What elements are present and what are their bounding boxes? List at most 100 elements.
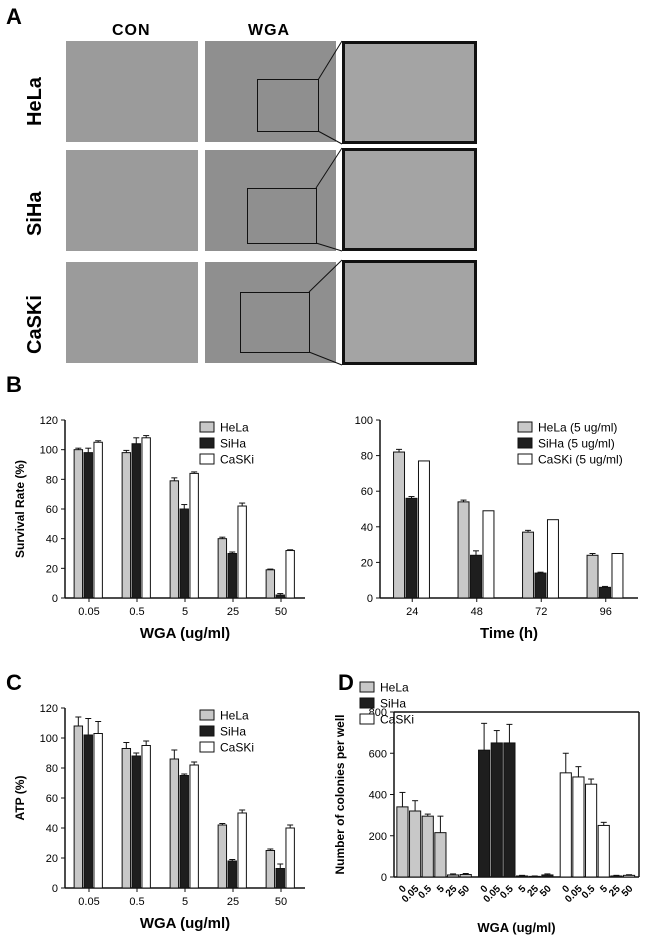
micrograph-siha-wga [205,150,336,251]
legend-label: CaSKi [220,453,254,467]
bar [434,832,447,878]
x-tick-label: 0.05 [78,896,99,908]
y-tick-label: 60 [46,504,58,516]
bar [522,531,535,599]
bar [459,874,472,878]
bar [599,586,611,599]
bar [393,451,406,599]
x-tick-label: 50 [275,606,287,618]
bar [597,824,610,878]
x-tick-label: 48 [471,606,483,618]
x-tick-label: 50 [275,896,287,908]
column-label-wga: WGA [248,22,291,39]
y-tick-label: 40 [361,522,373,534]
bar [83,734,93,889]
legend-swatch [359,697,375,709]
y-tick-label: 40 [46,534,58,546]
legend-swatch [359,681,375,693]
y-tick-label: 0 [381,872,387,884]
chart-atp: 0 20 40 60 80 100 120 0.05 0.5 5 25 50 WGA (ug/ml) AT… [13,703,305,932]
legend-swatch [199,725,215,737]
legend-swatch [199,453,215,465]
panel-letter-b: B [6,372,22,397]
bar [285,550,295,599]
bar [237,812,247,889]
x-tick-label: 72 [535,606,547,618]
bar [93,733,103,889]
bar [265,850,276,889]
bar [189,764,199,889]
y-tick-label: 80 [361,451,373,463]
legend-label: SiHa [380,697,406,711]
y-tick-label: 80 [46,474,58,486]
y-tick-label: 40 [46,823,58,835]
legend-label: SiHa [220,725,246,739]
y-axis-label: ATP (%) [13,776,27,821]
bar [490,742,503,878]
legend-label: HeLa [220,709,249,723]
bar [121,748,132,889]
bar [610,875,623,878]
y-tick-label: 120 [40,415,58,427]
y-tick-label: 400 [369,790,387,802]
bar [285,827,295,889]
bar [611,553,624,599]
y-tick-label: 20 [46,853,58,865]
micrograph-hela-wga [205,41,336,142]
legend-swatch [517,437,533,449]
y-tick-label: 20 [361,557,373,569]
x-tick-label: 0.05 [78,606,99,618]
x-tick-label: 0.5 [417,883,435,901]
bar [131,443,141,599]
x-tick-label: 5 [182,606,188,618]
bar [470,554,482,599]
legend-swatch [199,421,215,433]
bar [141,437,151,599]
y-axis-label: Number of colonies per well [333,714,347,874]
legend-swatch [517,421,533,433]
x-tick-label: 0.5 [129,606,144,618]
y-tick-label: 0 [367,593,373,605]
bar [409,810,422,878]
legend-label: CaSKi (5 ug/ml) [538,453,623,467]
legend-swatch [359,713,375,725]
x-axis-label: WGA (ug/ml) [140,625,230,642]
bar [265,569,276,599]
bar [541,874,554,878]
micrograph-hela-con [66,41,198,142]
bar [121,452,132,599]
bar [227,553,237,599]
bar [478,749,491,878]
legend-swatch [199,741,215,753]
x-tick-label: 5 [182,896,188,908]
y-tick-label: 600 [369,748,387,760]
bar [572,776,585,878]
bar [189,472,199,599]
bar [179,508,189,599]
bar [503,742,516,878]
y-tick-label: 100 [355,415,373,427]
legend-label: HeLa [380,681,409,695]
bar [534,572,547,599]
bar [73,449,84,599]
legend-swatch [517,453,533,465]
bar [227,860,237,889]
y-tick-label: 0 [52,593,58,605]
bar [546,519,559,599]
bar [169,480,180,599]
bar [179,775,189,889]
bar [217,824,228,889]
bar [396,806,409,878]
bar [275,594,285,599]
bar [275,868,285,889]
y-tick-label: 20 [46,563,58,575]
bar [237,505,247,599]
bar [131,755,141,889]
legend-label: HeLa (5 ug/ml) [538,421,617,435]
legend-label: CaSKi [380,713,414,727]
micrograph-hela-zoom [342,41,477,144]
x-tick-label: 96 [600,606,612,618]
micrograph-caski-wga [205,262,336,363]
y-axis-label: Survival Rate (%) [13,460,27,558]
y-tick-label: 60 [46,793,58,805]
